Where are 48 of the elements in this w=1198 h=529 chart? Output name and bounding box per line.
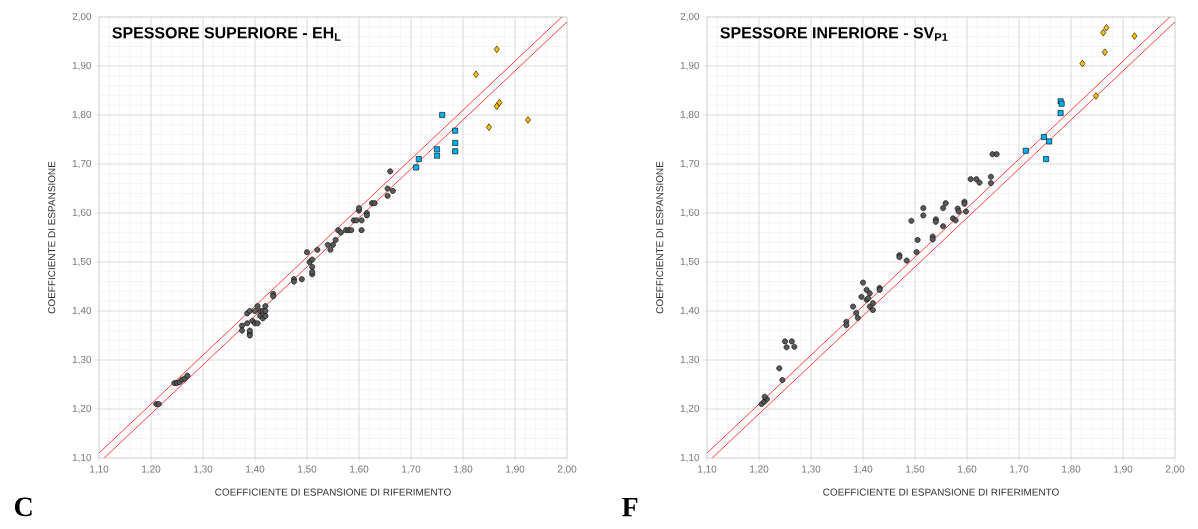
- x-tick-label: 1,80: [1062, 465, 1081, 474]
- y-tick-label: 2,00: [72, 12, 92, 22]
- x-tick-label: 1,90: [506, 465, 525, 474]
- y-tick-label: 1,60: [72, 208, 92, 218]
- x-tick-label: 1,90: [1114, 465, 1133, 474]
- x-tick-label: 1,70: [402, 465, 421, 474]
- x-axis-title: COEFFICIENTE DI ESPANSIONE DI RIFERIMENTO: [215, 488, 451, 496]
- y-tick-label: 1,40: [72, 306, 92, 316]
- x-tick-label: 1,10: [698, 465, 717, 474]
- x-tick-label: 1,50: [298, 465, 317, 474]
- y-tick-label: 1,50: [72, 257, 92, 267]
- x-tick-label: 1,60: [350, 465, 369, 474]
- text: C: [14, 497, 32, 517]
- x-tick-label: 2,00: [557, 465, 577, 474]
- text: F: [622, 497, 638, 517]
- chart-title: SPESSORE SUPERIORE - EH$_{L}$: [112, 27, 341, 41]
- y-tick-label: 1,70: [72, 159, 92, 169]
- y-tick-label: 1,20: [680, 404, 700, 414]
- y-tick-label: 1,10: [72, 453, 92, 463]
- y-tick-label: 1,40: [680, 306, 700, 316]
- y-tick-label: 2,00: [680, 12, 700, 22]
- x-tick-label: 1,80: [454, 465, 473, 474]
- x-tick-label: 1,50: [906, 465, 925, 474]
- y-tick-label: 1,10: [680, 453, 700, 463]
- x-tick-label: 1,60: [958, 465, 977, 474]
- x-tick-label: 2,00: [1165, 465, 1185, 474]
- y-tick-label: 1,80: [72, 110, 92, 120]
- y-tick-label: 1,90: [680, 61, 700, 71]
- y-axis-title: COEFFICIENTE DI ESPANSIONE: [48, 161, 56, 314]
- y-tick-label: 1,30: [72, 355, 92, 365]
- x-tick-label: 1,40: [246, 465, 265, 474]
- x-tick-label: 1,10: [90, 465, 109, 474]
- y-tick-label: 1,30: [680, 355, 700, 365]
- y-tick-label: 1,80: [680, 110, 700, 120]
- y-tick-label: 1,20: [72, 404, 92, 414]
- x-tick-label: 1,30: [802, 465, 821, 474]
- y-tick-label: 1,70: [680, 159, 700, 169]
- x-tick-label: 1,40: [854, 465, 873, 474]
- y-tick-label: 1,50: [680, 257, 700, 267]
- x-tick-label: 1,70: [1010, 465, 1029, 474]
- chart-title: SPESSORE INFERIORE - SV$_{P1}$: [720, 27, 948, 41]
- x-tick-label: 1,30: [194, 465, 213, 474]
- x-axis-title: COEFFICIENTE DI ESPANSIONE DI RIFERIMENTO: [823, 488, 1059, 496]
- y-tick-label: 1,90: [72, 61, 92, 71]
- y-axis-title: COEFFICIENTE DI ESPANSIONE: [656, 161, 664, 314]
- x-tick-label: 1,20: [142, 465, 161, 474]
- x-tick-label: 1,20: [750, 465, 769, 474]
- y-tick-label: 1,60: [680, 208, 700, 218]
